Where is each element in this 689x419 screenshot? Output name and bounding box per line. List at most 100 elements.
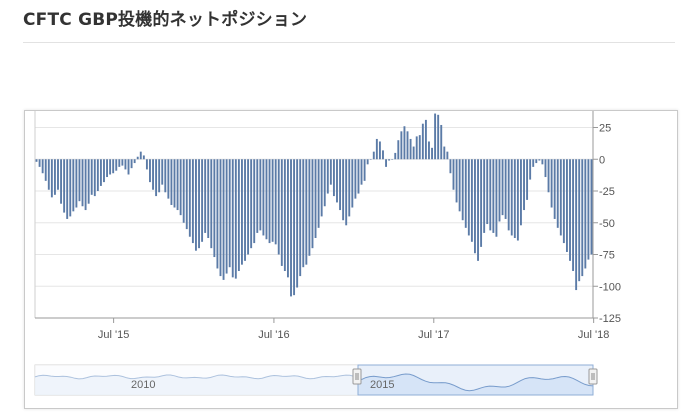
net-position-bar[interactable] bbox=[400, 131, 403, 160]
net-position-bar[interactable] bbox=[513, 159, 516, 238]
net-position-bar[interactable] bbox=[523, 159, 525, 211]
net-position-bar[interactable] bbox=[78, 159, 81, 202]
net-position-bar[interactable] bbox=[176, 159, 179, 211]
net-position-bar[interactable] bbox=[418, 135, 421, 160]
net-position-bar[interactable] bbox=[495, 159, 498, 237]
net-position-bar[interactable] bbox=[99, 159, 102, 186]
net-position-bar[interactable] bbox=[84, 159, 87, 211]
net-position-bar[interactable] bbox=[492, 159, 495, 233]
net-position-bar[interactable] bbox=[375, 138, 378, 160]
net-position-bar[interactable] bbox=[587, 159, 590, 260]
net-position-bar[interactable] bbox=[219, 159, 222, 277]
net-position-bar[interactable] bbox=[550, 159, 553, 208]
net-position-bar[interactable] bbox=[308, 159, 311, 256]
net-position-bar[interactable] bbox=[403, 126, 406, 160]
net-position-bar[interactable] bbox=[326, 159, 329, 194]
net-position-bar[interactable] bbox=[130, 159, 133, 169]
net-position-bar[interactable] bbox=[317, 159, 320, 228]
net-position-bar[interactable] bbox=[90, 159, 93, 195]
net-position-bar[interactable] bbox=[421, 123, 424, 160]
net-position-bar[interactable] bbox=[520, 159, 522, 226]
net-position-bar[interactable] bbox=[440, 124, 443, 160]
net-position-bar[interactable] bbox=[483, 159, 486, 233]
net-position-bar[interactable] bbox=[296, 159, 299, 288]
net-position-bar[interactable] bbox=[121, 159, 124, 166]
net-position-bar[interactable] bbox=[434, 113, 437, 160]
net-position-bar[interactable] bbox=[556, 159, 559, 228]
net-position-bar[interactable] bbox=[109, 159, 112, 175]
navigator-right-handle[interactable] bbox=[588, 368, 598, 385]
navigator-left-handle[interactable] bbox=[352, 368, 362, 385]
net-position-bar[interactable] bbox=[305, 159, 308, 265]
net-position-bar[interactable] bbox=[201, 159, 204, 242]
net-position-bar[interactable] bbox=[541, 159, 544, 165]
net-position-bar[interactable] bbox=[394, 152, 397, 160]
net-position-bar[interactable] bbox=[188, 159, 191, 237]
net-position-bar[interactable] bbox=[360, 159, 363, 185]
net-position-bar[interactable] bbox=[467, 159, 470, 236]
net-position-bar[interactable] bbox=[486, 159, 489, 225]
net-position-bar[interactable] bbox=[569, 159, 571, 261]
net-position-bar[interactable] bbox=[562, 159, 565, 244]
net-position-bar[interactable] bbox=[133, 159, 136, 164]
net-position-bar[interactable] bbox=[504, 159, 507, 219]
net-position-bar[interactable] bbox=[75, 159, 78, 208]
net-position-bar[interactable] bbox=[314, 159, 317, 238]
net-position-bar[interactable] bbox=[241, 159, 243, 265]
net-position-bar[interactable] bbox=[489, 159, 492, 231]
net-position-bar[interactable] bbox=[409, 138, 412, 160]
net-position-bar[interactable] bbox=[351, 159, 354, 208]
net-position-bar[interactable] bbox=[452, 159, 455, 190]
net-position-bar[interactable] bbox=[458, 159, 461, 212]
net-position-bar[interactable] bbox=[231, 159, 234, 278]
net-position-bar[interactable] bbox=[498, 159, 501, 222]
net-position-bar[interactable] bbox=[388, 159, 391, 161]
net-position-bar[interactable] bbox=[237, 159, 240, 272]
net-position-bar[interactable] bbox=[170, 159, 173, 205]
net-position-bar[interactable] bbox=[277, 159, 280, 255]
net-position-bar[interactable] bbox=[323, 159, 326, 207]
net-position-bar[interactable] bbox=[127, 159, 130, 175]
net-position-bar[interactable] bbox=[182, 159, 185, 223]
net-position-bar[interactable] bbox=[510, 159, 513, 236]
net-position-bar[interactable] bbox=[158, 159, 161, 193]
net-position-bar[interactable] bbox=[293, 159, 296, 296]
net-position-bar[interactable] bbox=[446, 151, 449, 160]
net-position-bar[interactable] bbox=[72, 159, 75, 212]
net-position-bar[interactable] bbox=[572, 159, 575, 272]
net-position-bar[interactable] bbox=[286, 159, 289, 278]
net-position-bar[interactable] bbox=[222, 159, 225, 280]
net-position-bar[interactable] bbox=[145, 159, 148, 170]
net-position-bar[interactable] bbox=[477, 159, 479, 261]
net-position-bar[interactable] bbox=[461, 159, 464, 221]
net-position-bar[interactable] bbox=[155, 159, 158, 197]
net-position-bar[interactable] bbox=[311, 159, 314, 249]
net-position-bar[interactable] bbox=[234, 159, 237, 279]
net-position-bar[interactable] bbox=[118, 159, 121, 167]
net-position-bar[interactable] bbox=[578, 159, 581, 282]
net-position-bar[interactable] bbox=[57, 159, 59, 190]
net-position-bar[interactable] bbox=[50, 159, 53, 198]
net-position-bar[interactable] bbox=[529, 159, 532, 180]
net-position-bar[interactable] bbox=[44, 159, 47, 181]
net-position-bar[interactable] bbox=[424, 119, 427, 160]
net-position-bar[interactable] bbox=[480, 159, 483, 247]
net-position-bar[interactable] bbox=[443, 146, 446, 160]
net-position-bar[interactable] bbox=[35, 159, 38, 162]
net-position-bar[interactable] bbox=[332, 159, 335, 197]
net-position-bar[interactable] bbox=[415, 136, 418, 160]
net-position-bar[interactable] bbox=[474, 159, 476, 254]
net-position-bar[interactable] bbox=[391, 159, 394, 160]
net-position-bar[interactable] bbox=[575, 159, 578, 291]
net-position-bar[interactable] bbox=[507, 159, 510, 231]
net-position-bar[interactable] bbox=[470, 159, 473, 242]
net-position-bar[interactable] bbox=[139, 151, 142, 160]
net-position-bar[interactable] bbox=[385, 159, 387, 167]
net-position-bar[interactable] bbox=[559, 159, 562, 236]
net-position-bar[interactable] bbox=[581, 159, 584, 277]
net-position-bar[interactable] bbox=[320, 159, 323, 217]
net-position-bar[interactable] bbox=[204, 159, 207, 233]
net-position-bar[interactable] bbox=[590, 159, 593, 255]
net-position-bar[interactable] bbox=[382, 150, 384, 160]
net-position-bar[interactable] bbox=[244, 159, 246, 261]
